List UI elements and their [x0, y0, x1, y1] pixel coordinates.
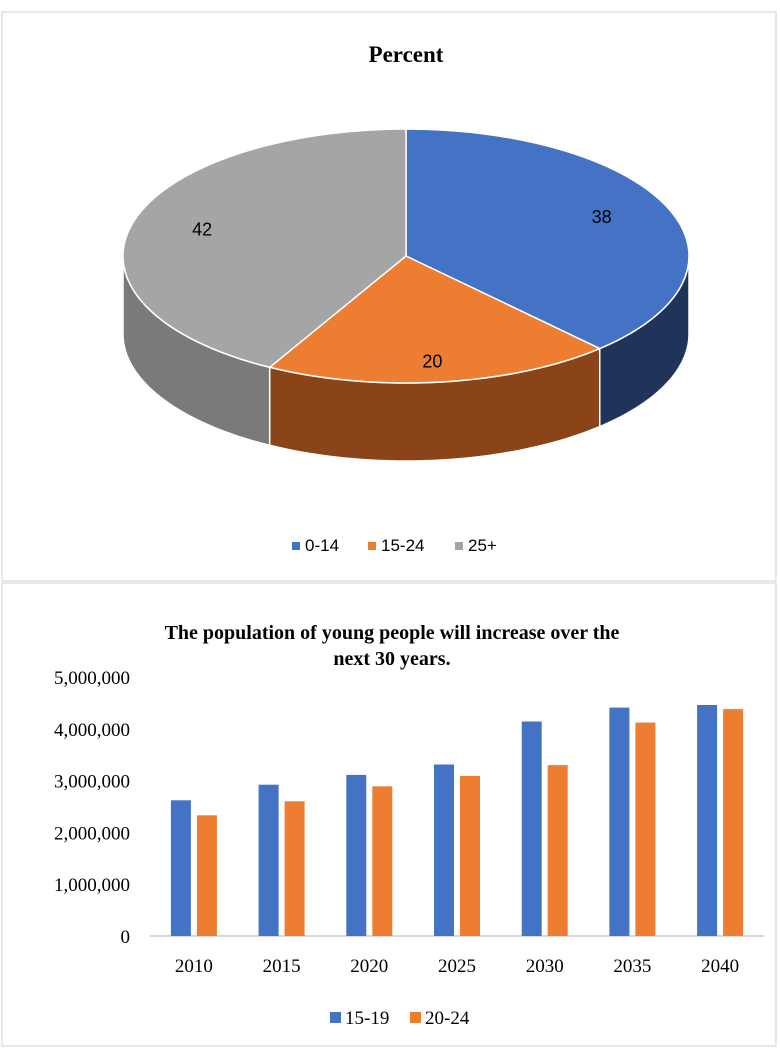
bar-legend-swatch-20-24: [410, 1012, 421, 1023]
pie-legend-label-15-24: 15-24: [381, 536, 424, 555]
bar-x-axis: 2010 2015 2020 2025 2030 2035 2040: [175, 956, 739, 977]
bar-y-tick-label: 5,000,000: [54, 668, 130, 689]
bar-y-tick-label: 1,000,000: [54, 875, 130, 896]
pie-legend-label-0-14: 0-14: [305, 536, 339, 555]
pie-legend-swatch-25: [455, 542, 463, 550]
bar-x-tick-label-2040: 2040: [701, 956, 739, 977]
pie-data-labels: 38 20 42: [192, 207, 612, 372]
bar-y-tick-label: 3,000,000: [54, 772, 130, 793]
bar-20-24-2030: [547, 765, 568, 936]
pie-legend-label-25: 25+: [468, 536, 497, 555]
bar-15-19-2025: [434, 764, 454, 936]
bar-y-axis: 0 1,000,000 2,000,000 3,000,000 4,000,000 5,0…: [54, 668, 130, 948]
bar-x-tick-label-2020: 2020: [350, 956, 388, 977]
bar-x-tick-label-2025: 2025: [438, 956, 476, 977]
bar-15-19-2020: [346, 774, 367, 936]
pie-legend-swatch-15-24: [368, 542, 376, 550]
bar-y-tick-label: 4,000,000: [54, 720, 130, 741]
bar-x-tick-label-2010: 2010: [175, 956, 213, 977]
pie-legend: 0-14 15-24 25+: [292, 536, 497, 555]
bar-marks: [170, 705, 744, 936]
bar-y-tick-label: 0: [121, 927, 131, 948]
bar-20-24-2010: [196, 815, 217, 936]
pie-data-label-15-24: 20: [422, 352, 442, 372]
bar-20-24-2015: [284, 801, 305, 936]
bar-chart: The population of young people will incr…: [54, 622, 764, 1029]
bar-15-19-2035: [609, 707, 630, 936]
bar-x-tick-label-2030: 2030: [526, 956, 564, 977]
bar-15-19-2010: [170, 800, 191, 936]
pie-slice-0-14: [405, 128, 690, 350]
pie-tops: [122, 128, 690, 384]
bar-15-19-2040: [697, 705, 718, 936]
bar-x-tick-label-2015: 2015: [263, 956, 301, 977]
bar-20-24-2035: [635, 722, 656, 936]
pie-chart-title: Percent: [369, 42, 444, 67]
bar-legend-label-15-19: 15-19: [345, 1008, 389, 1029]
bar-20-24-2020: [372, 786, 393, 936]
bar-15-19-2030: [521, 721, 542, 936]
bar-15-19-2015: [258, 784, 279, 936]
pie-slice-25: [122, 128, 407, 369]
pie-data-label-0-14: 38: [592, 207, 612, 227]
bar-20-24-2040: [723, 709, 744, 936]
pie-slice-15-24: [268, 255, 602, 384]
bar-20-24-2025: [460, 775, 480, 936]
bar-x-tick-label-2035: 2035: [613, 956, 651, 977]
bar-y-tick-label: 2,000,000: [54, 823, 130, 844]
bar-legend: 15-19 20-24: [330, 1008, 470, 1029]
bar-chart-title-line-1: The population of young people will incr…: [165, 622, 620, 644]
bar-chart-title-line-2: next 30 years.: [333, 648, 450, 670]
bar-legend-label-20-24: 20-24: [425, 1008, 470, 1029]
pie-legend-swatch-0-14: [292, 542, 300, 550]
bar-legend-swatch-15-19: [330, 1012, 341, 1023]
pie-chart: Percent 38 20 42 0-14 15-24 25+: [122, 42, 690, 555]
pie-data-label-25: 42: [192, 220, 212, 240]
